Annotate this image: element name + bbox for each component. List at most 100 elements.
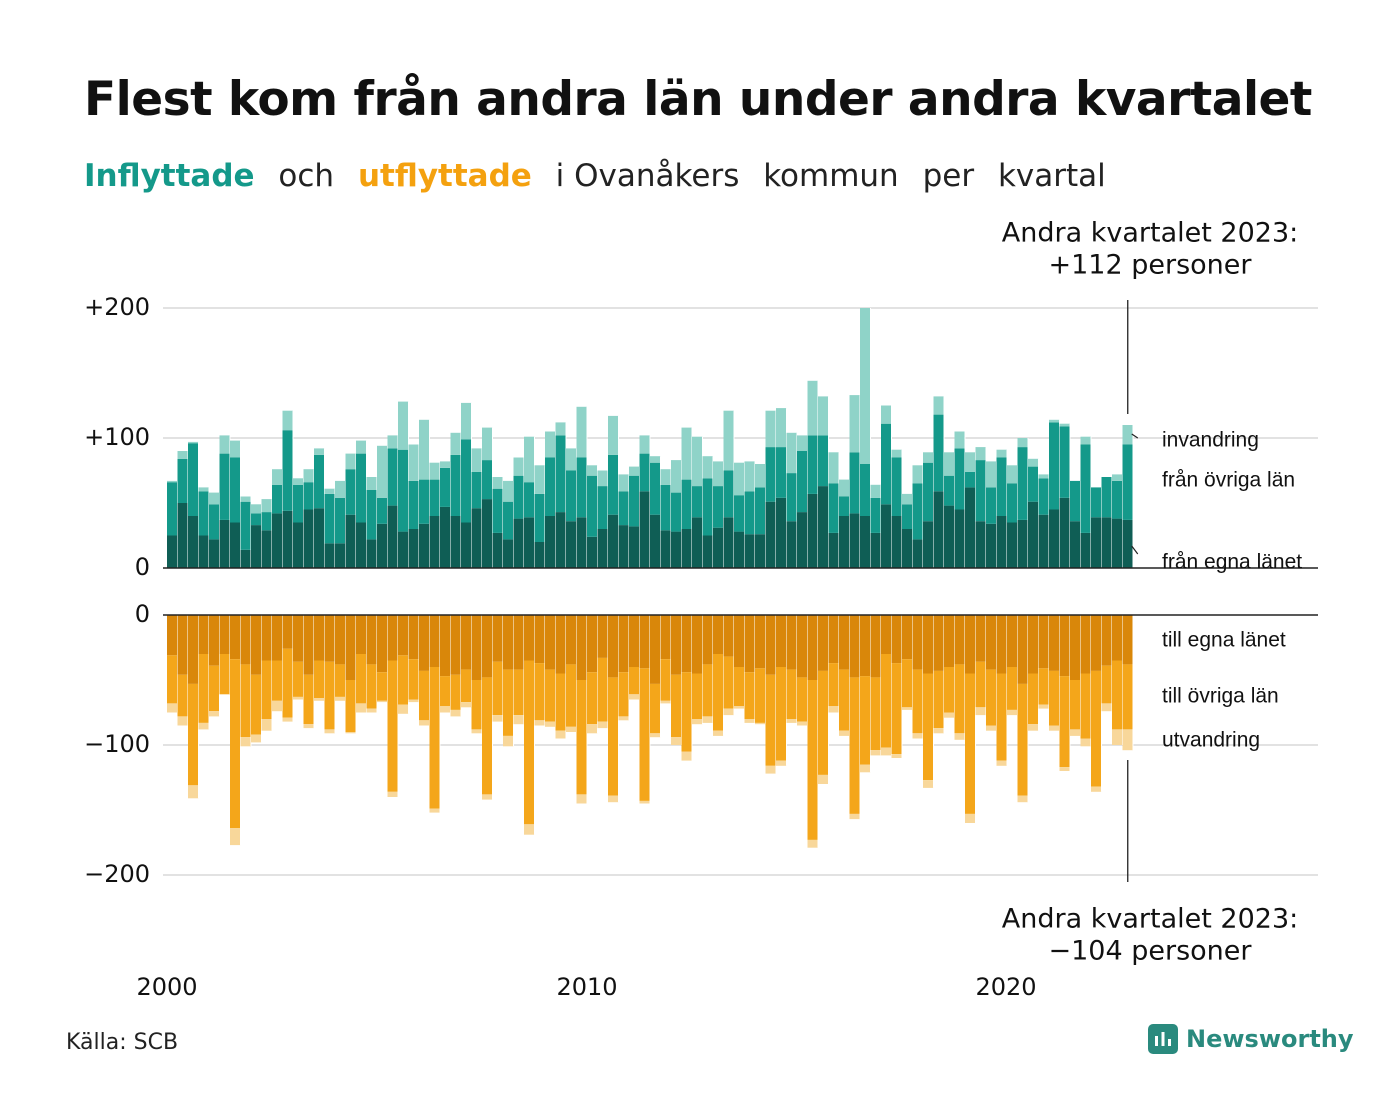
bar-ut-egna-lanet [713, 615, 724, 654]
bar-ut-egna-lanet [576, 615, 587, 680]
bar-in-egna-lanet [1091, 517, 1102, 568]
subtitle-kommun-name: i Ovanåkers [555, 158, 740, 194]
bar-in-ovriga-lan [1038, 478, 1049, 515]
bar-utvandring [608, 795, 619, 803]
bar-ut-ovriga-lan [902, 659, 913, 708]
bar-in-ovriga-lan [1101, 477, 1112, 518]
bar-ut-egna-lanet [933, 615, 944, 671]
bar-in-ovriga-lan [219, 453, 230, 520]
bar-ut-egna-lanet [975, 615, 986, 662]
bar-ut-ovriga-lan [618, 672, 629, 717]
bar-invandring [377, 445, 388, 498]
bar-utvandring [902, 707, 913, 710]
bar-in-egna-lanet [702, 535, 713, 568]
bar-utvandring [1112, 729, 1123, 745]
bar-invandring [398, 401, 409, 450]
bar-ut-egna-lanet [461, 615, 472, 670]
bar-invandring [923, 452, 934, 463]
bar-invandring [482, 427, 493, 461]
bar-in-ovriga-lan [776, 447, 787, 498]
bar-utvandring [744, 719, 755, 723]
bar-invandring [860, 308, 871, 464]
bar-ut-egna-lanet [356, 615, 367, 654]
bar-in-ovriga-lan [419, 479, 430, 524]
bar-utvandring [1007, 709, 1018, 716]
bar-in-ovriga-lan [345, 469, 356, 515]
bar-utvandring [356, 703, 367, 713]
bar-invandring [440, 461, 451, 468]
bar-in-ovriga-lan [576, 457, 587, 518]
bar-ut-ovriga-lan [366, 664, 377, 709]
bar-utvandring [366, 708, 377, 713]
brand-logo: Newsworthy [1148, 1024, 1354, 1054]
bar-invandring [230, 440, 241, 458]
bar-in-ovriga-lan [324, 493, 335, 544]
bar-utvandring [723, 708, 734, 716]
leader-invandring [1131, 433, 1139, 439]
bar-in-egna-lanet [450, 516, 461, 568]
bar-ut-ovriga-lan [681, 672, 692, 752]
bar-invandring [177, 451, 188, 459]
bar-ut-ovriga-lan [608, 677, 619, 796]
bar-in-ovriga-lan [1017, 447, 1028, 520]
bar-ut-ovriga-lan [734, 667, 745, 706]
bar-in-ovriga-lan [461, 439, 472, 523]
bar-utvandring [335, 696, 346, 701]
bar-invandring [419, 419, 430, 480]
bar-in-ovriga-lan [587, 475, 598, 537]
bar-utvandring [429, 808, 440, 813]
bar-ut-ovriga-lan [1070, 680, 1081, 730]
bar-ut-ovriga-lan [975, 661, 986, 708]
bar-invandring [461, 402, 472, 440]
x-tick-label: 2020 [975, 973, 1036, 1001]
bar-invandring [1059, 423, 1070, 427]
bar-in-egna-lanet [587, 536, 598, 568]
bar-invandring [786, 432, 797, 474]
bar-utvandring [408, 699, 419, 703]
bar-invandring [429, 462, 440, 480]
bar-in-ovriga-lan [1059, 426, 1070, 498]
bar-invandring [1122, 425, 1133, 445]
bar-invandring [272, 469, 283, 485]
bar-utvandring [1070, 729, 1081, 736]
leader-egna-lanet [1131, 545, 1139, 555]
bar-ut-ovriga-lan [230, 659, 241, 829]
bar-in-ovriga-lan [713, 486, 724, 528]
bar-invandring [996, 449, 1007, 458]
bar-ut-ovriga-lan [419, 670, 430, 721]
bar-ut-egna-lanet [524, 615, 535, 661]
bar-utvandring [345, 732, 356, 734]
bar-in-ovriga-lan [1007, 483, 1018, 523]
bar-in-ovriga-lan [471, 471, 482, 509]
bar-in-ovriga-lan [618, 491, 629, 526]
bar-in-ovriga-lan [755, 487, 766, 535]
bar-ut-egna-lanet [209, 615, 220, 666]
bar-ut-egna-lanet [482, 615, 493, 678]
bar-ut-egna-lanet [335, 615, 346, 665]
bar-in-ovriga-lan [839, 496, 850, 516]
subtitle-per: per [922, 158, 975, 194]
bar-ut-egna-lanet [797, 615, 808, 678]
bar-in-egna-lanet [902, 529, 913, 568]
bar-in-ovriga-lan [429, 479, 440, 516]
bar-ut-egna-lanet [860, 615, 871, 677]
bar-in-ovriga-lan [524, 482, 535, 518]
bar-in-ovriga-lan [765, 447, 776, 502]
bar-ut-ovriga-lan [1122, 664, 1133, 730]
bar-ut-egna-lanet [587, 615, 598, 673]
bar-invandring [1080, 436, 1091, 445]
bar-in-egna-lanet [681, 529, 692, 568]
bar-in-egna-lanet [482, 499, 493, 568]
bar-utvandring [450, 709, 461, 717]
bar-in-ovriga-lan [545, 457, 556, 516]
bar-invandring [324, 488, 335, 494]
bar-in-egna-lanet [219, 519, 230, 568]
bar-ut-ovriga-lan [944, 667, 955, 713]
bar-in-egna-lanet [324, 543, 335, 568]
bar-ut-ovriga-lan [534, 663, 545, 721]
bar-utvandring [576, 794, 587, 804]
bar-invandring [807, 380, 818, 436]
bar-ut-ovriga-lan [849, 677, 860, 814]
bar-ut-egna-lanet [503, 615, 514, 670]
bar-utvandring [912, 733, 923, 739]
